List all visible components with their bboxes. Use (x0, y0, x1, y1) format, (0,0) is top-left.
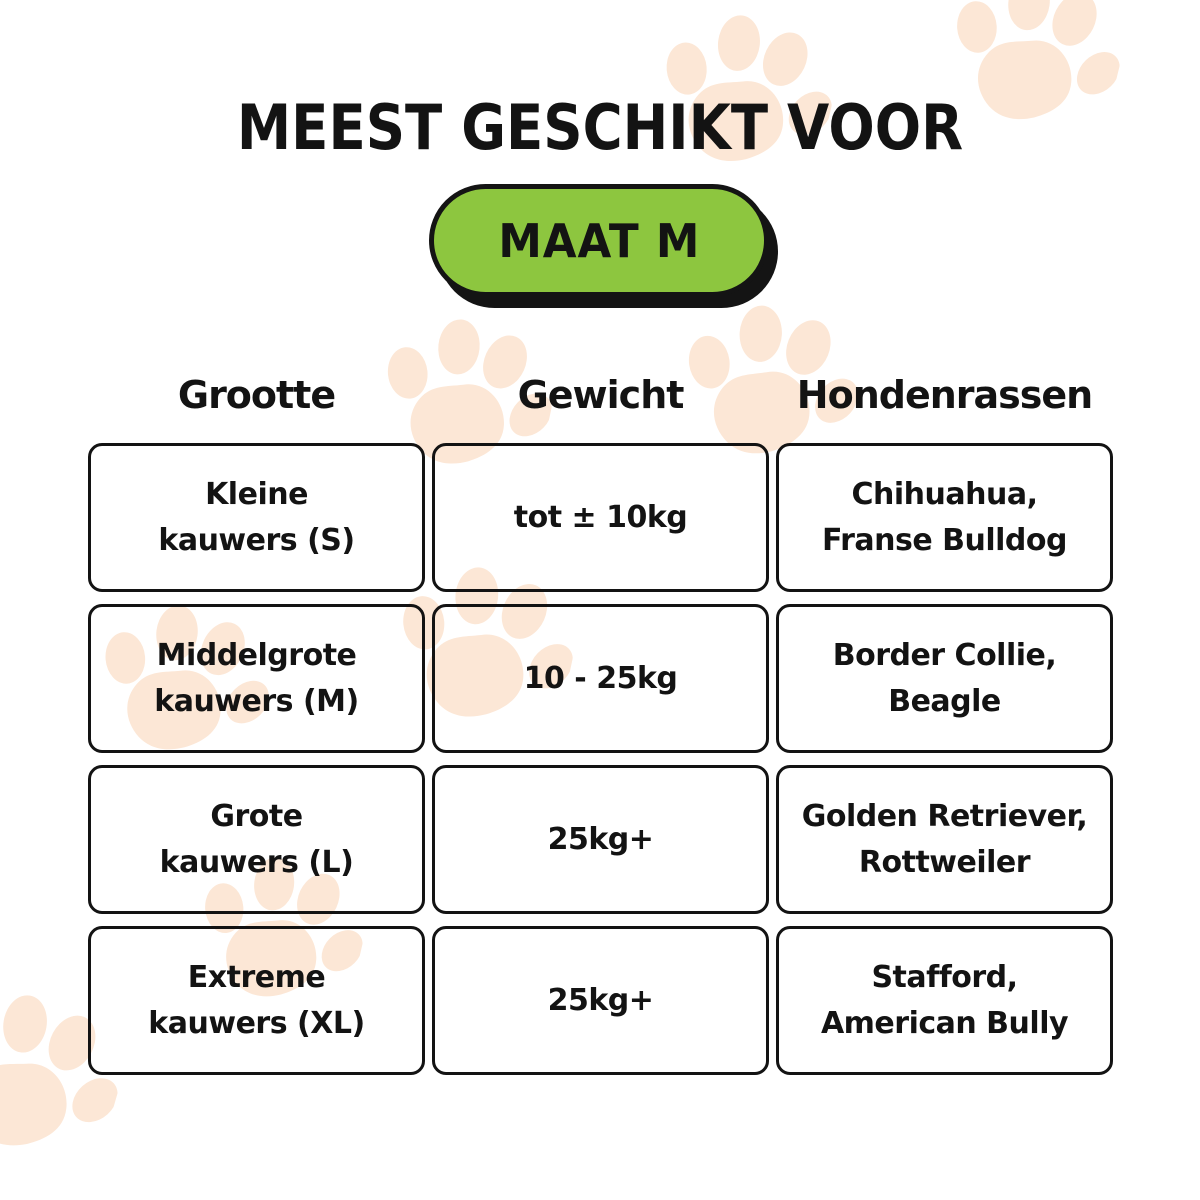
cell-line: kauwers (L) (159, 844, 354, 880)
cell-weight-xl: 25kg+ (432, 926, 769, 1075)
cell-breeds-xl: Stafford, American Bully (776, 926, 1113, 1075)
cell-line: 25kg+ (547, 821, 654, 857)
cell-line: Extreme (187, 959, 326, 995)
cell-line: Kleine (205, 476, 308, 512)
column-header-grootte: Grootte (177, 373, 336, 417)
column-header-hondenrassen: Hondenrassen (796, 373, 1093, 417)
cell-weight-s: tot ± 10kg (432, 443, 769, 592)
cell-line: Rottweiler (858, 844, 1031, 880)
cell-weight-m: 10 - 25kg (432, 604, 769, 753)
cell-line: 25kg+ (547, 982, 654, 1018)
cell-line: 10 - 25kg (523, 660, 678, 696)
cell-weight-l: 25kg+ (432, 765, 769, 914)
cell-line: tot ± 10kg (513, 499, 688, 535)
cell-size-m: Middelgrote kauwers (M) (88, 604, 425, 753)
cell-line: Stafford, (871, 959, 1018, 995)
cell-line: Grote (210, 798, 303, 834)
cell-line: Chihuahua, (851, 476, 1038, 512)
cell-line: kauwers (XL) (148, 1005, 365, 1041)
cell-line: Beagle (888, 683, 1001, 719)
cell-size-l: Grote kauwers (L) (88, 765, 425, 914)
cell-line: kauwers (S) (158, 522, 355, 558)
cell-line: Franse Bulldog (822, 522, 1067, 558)
page-title: MEEST GESCHIKT VOOR (236, 91, 964, 164)
cell-size-xl: Extreme kauwers (XL) (88, 926, 425, 1075)
table-header-row: Grootte Gewicht Hondenrassen (88, 370, 1113, 420)
size-badge-label: MAAT M (498, 213, 700, 268)
cell-size-s: Kleine kauwers (S) (88, 443, 425, 592)
cell-breeds-s: Chihuahua, Franse Bulldog (776, 443, 1113, 592)
cell-line: American Bully (820, 1005, 1069, 1041)
cell-line: Middelgrote (156, 637, 357, 673)
cell-breeds-m: Border Collie, Beagle (776, 604, 1113, 753)
cell-breeds-l: Golden Retriever, Rottweiler (776, 765, 1113, 914)
size-table: Kleine kauwers (S) tot ± 10kg Chihuahua,… (88, 443, 1113, 1075)
cell-line: Border Collie, (832, 637, 1057, 673)
size-badge: MAAT M (429, 184, 769, 297)
cell-line: kauwers (M) (154, 683, 359, 719)
cell-line: Golden Retriever, (801, 798, 1088, 834)
column-header-gewicht: Gewicht (517, 373, 685, 417)
